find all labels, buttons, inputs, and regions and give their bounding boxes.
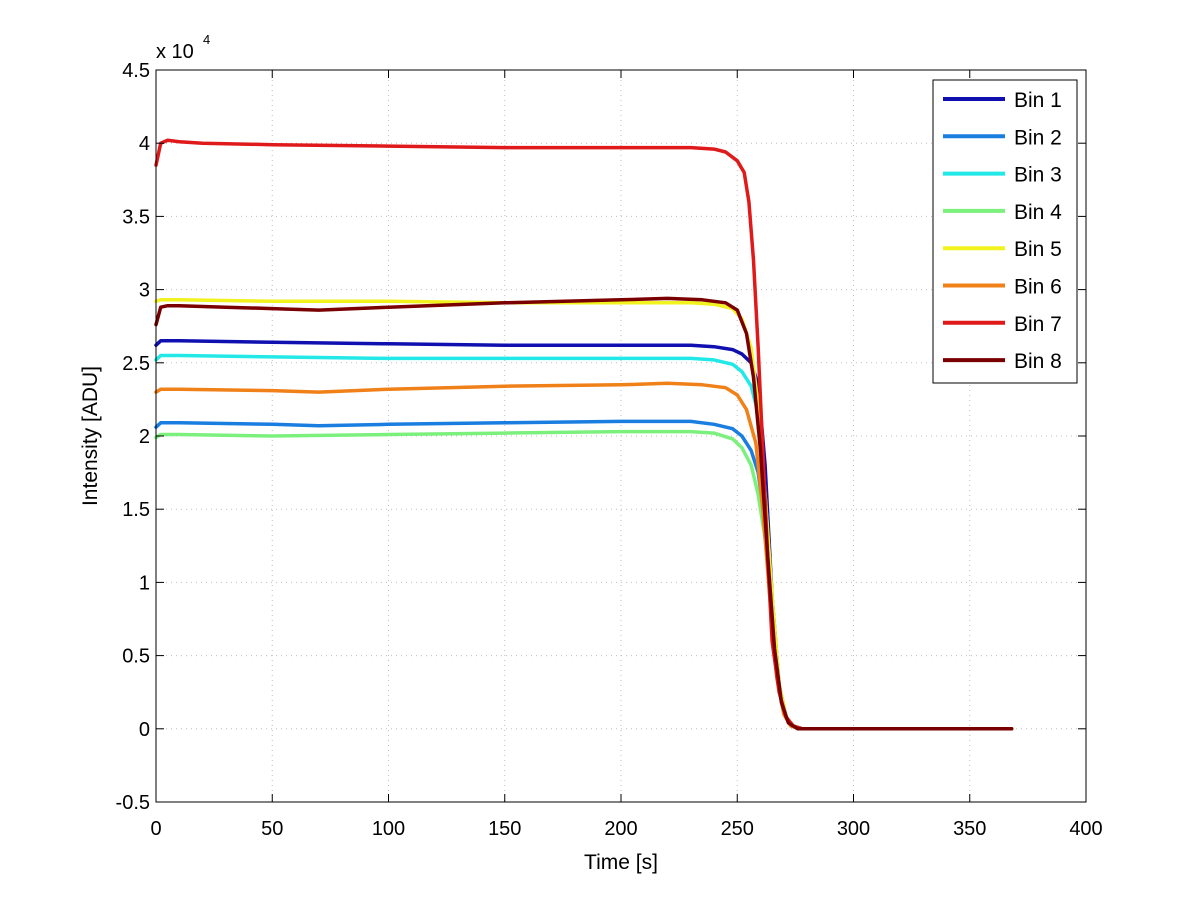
y-tick-label: 4	[139, 133, 150, 155]
legend-label-bin-4: Bin 4	[1014, 201, 1062, 224]
axis-ticks: 0 50 100 150 200 250 300 350 400-0.500.511.522.5…	[116, 60, 1103, 840]
x-tick-label: 0	[150, 818, 161, 840]
y-tick-label: -0.5	[116, 792, 150, 814]
y-tick-label: 0	[139, 719, 150, 741]
series-line-bin-8	[154, 296, 1014, 731]
legend-label-bin-1: Bin 1	[1014, 89, 1062, 112]
x-tick-label: 250	[721, 818, 754, 840]
series-lines	[154, 138, 1014, 731]
grid	[156, 70, 1086, 802]
legend: Bin 1 Bin 2 Bin 3 Bin 4 Bin 5 Bin 6 Bin 7 Bin 8	[932, 79, 1078, 384]
legend-label-bin-6: Bin 6	[1014, 276, 1062, 299]
x-tick-label: 350	[953, 818, 986, 840]
y-tick-label: 3.5	[122, 206, 150, 228]
x-axis-label: Time [s]	[584, 851, 658, 874]
y-tick-label: 2	[139, 426, 150, 448]
y-tick-label: 2.5	[122, 353, 150, 375]
y-axis-multiplier-exponent: 4	[203, 32, 210, 47]
x-tick-label: 150	[488, 818, 521, 840]
y-axis-label: Intensity [ADU]	[79, 366, 102, 506]
x-tick-label: 300	[837, 818, 870, 840]
x-tick-label: 200	[604, 818, 637, 840]
legend-box	[932, 79, 1078, 384]
y-tick-label: 1.5	[122, 499, 150, 521]
y-tick-label: 3	[139, 280, 150, 302]
x-tick-label: 100	[372, 818, 405, 840]
y-tick-label: 1	[139, 572, 150, 594]
x-tick-label: 400	[1069, 818, 1102, 840]
y-tick-label: 4.5	[122, 60, 150, 82]
legend-label-bin-8: Bin 8	[1014, 350, 1062, 373]
legend-label-bin-3: Bin 3	[1014, 164, 1062, 187]
x-tick-label: 50	[261, 818, 283, 840]
y-axis-multiplier: x 10	[156, 41, 194, 63]
legend-label-bin-5: Bin 5	[1014, 238, 1062, 261]
y-tick-label: 0.5	[122, 646, 150, 668]
legend-label-bin-2: Bin 2	[1014, 126, 1062, 149]
legend-label-bin-7: Bin 7	[1014, 313, 1062, 336]
